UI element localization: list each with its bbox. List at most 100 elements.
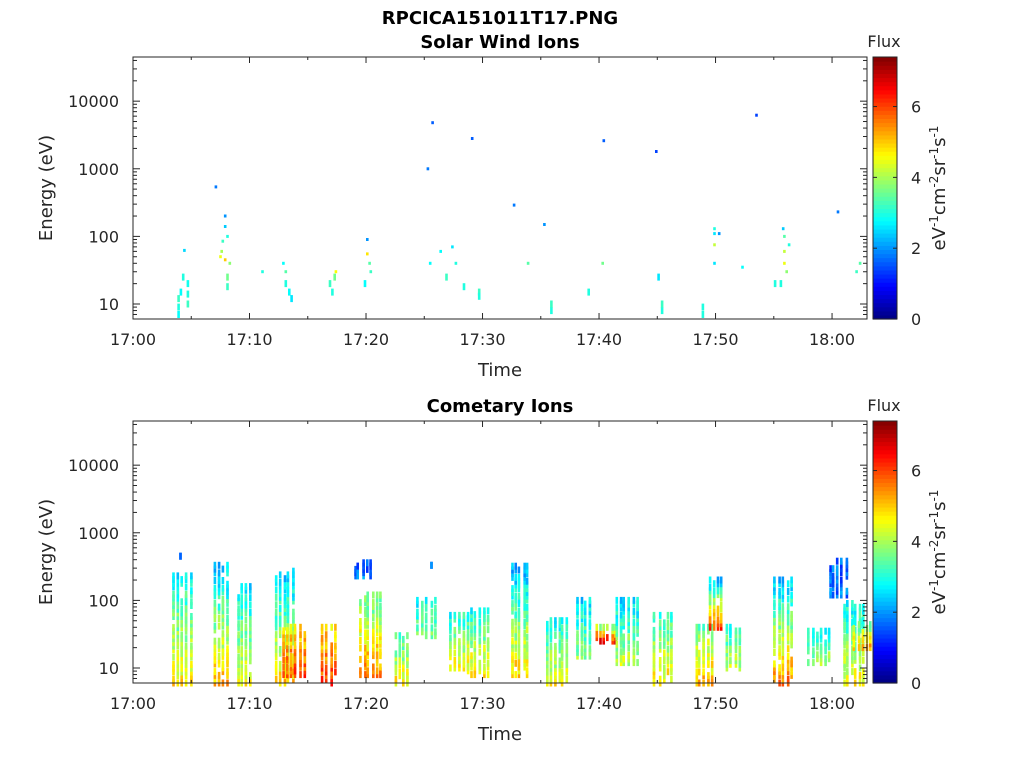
heatmap-cell xyxy=(184,602,188,609)
heatmap-cell xyxy=(846,634,849,642)
heatmap-cell xyxy=(619,640,623,648)
heatmap-cell xyxy=(366,599,369,607)
heatmap-cell xyxy=(862,656,865,664)
heatmap-cell xyxy=(525,607,529,615)
heatmap-cell xyxy=(523,600,526,608)
heatmap-cell xyxy=(284,270,288,274)
heatmap-cell xyxy=(379,633,382,641)
heatmap-cell xyxy=(226,626,229,634)
heatmap-cell xyxy=(244,605,248,613)
heatmap-cell xyxy=(627,615,630,623)
heatmap-cell xyxy=(249,642,252,650)
heatmap-cell xyxy=(237,605,240,613)
heatmap-cell xyxy=(652,649,656,657)
plot-frame-cometary xyxy=(132,420,868,684)
heatmap-cell xyxy=(172,594,175,602)
heatmap-cell xyxy=(773,588,776,595)
colorbar-segment xyxy=(873,658,897,664)
heatmap-cell xyxy=(434,628,437,636)
heatmap-cell xyxy=(286,575,290,583)
heatmap-cell xyxy=(636,629,639,637)
colorbar-segment xyxy=(873,580,897,586)
heatmap-cell xyxy=(180,653,183,661)
heatmap-cell xyxy=(729,631,732,639)
heatmap-cell xyxy=(217,580,221,588)
heatmap-cell xyxy=(292,653,295,661)
heatmap-cell xyxy=(790,622,793,630)
heatmap-cell xyxy=(702,649,705,657)
heatmap-cell xyxy=(240,675,243,683)
heatmap-cell xyxy=(712,623,716,631)
colorbar-segment xyxy=(873,241,897,246)
heatmap-cell xyxy=(330,668,333,676)
heatmap-cell xyxy=(619,615,623,623)
heatmap-cell xyxy=(601,261,604,265)
heatmap-cell xyxy=(615,607,619,615)
heatmap-cell xyxy=(364,648,367,656)
colorbar-segment xyxy=(873,138,897,144)
colorbar-segment xyxy=(873,629,897,635)
heatmap-cell xyxy=(473,663,477,671)
heatmap-cell xyxy=(288,288,291,296)
heatmap-cell xyxy=(324,642,328,650)
heatmap-cell xyxy=(249,623,252,631)
heatmap-cell xyxy=(398,632,402,640)
heatmap-cell xyxy=(819,647,823,655)
heatmap-cell xyxy=(580,596,584,604)
heatmap-cell xyxy=(658,626,662,634)
heatmap-cell xyxy=(430,616,434,624)
heatmap-cell xyxy=(283,612,287,620)
heatmap-cell xyxy=(666,638,670,646)
heatmap-cell xyxy=(790,664,793,672)
heatmap-cell xyxy=(511,618,514,626)
heatmap-cell xyxy=(511,607,514,615)
colorbar-tick-label: 4 xyxy=(911,532,921,551)
heatmap-cell xyxy=(843,656,846,664)
heatmap-cell xyxy=(217,615,221,622)
heatmap-cell xyxy=(525,585,529,593)
heatmap-cell xyxy=(372,640,375,648)
heatmap-cell xyxy=(632,607,636,615)
heatmap-cell xyxy=(719,616,723,624)
heatmap-cell xyxy=(375,599,379,607)
heatmap-cell xyxy=(708,602,712,609)
heatmap-cell xyxy=(695,653,699,661)
heatmap-cell xyxy=(636,607,639,615)
heatmap-cell xyxy=(738,649,742,657)
heatmap-cell xyxy=(369,569,372,577)
heatmap-cell xyxy=(517,592,521,600)
heatmap-cell xyxy=(869,640,872,648)
heatmap-cell xyxy=(587,288,590,296)
colorbar-segment xyxy=(873,171,897,177)
heatmap-cell xyxy=(525,641,529,649)
heatmap-cell xyxy=(375,591,379,599)
heatmap-cell xyxy=(652,611,656,619)
heatmap-cell xyxy=(778,626,781,634)
heatmap-cell xyxy=(517,585,521,593)
heatmap-cell xyxy=(303,634,307,642)
heatmap-cell xyxy=(244,672,248,680)
heatmap-cell xyxy=(249,616,252,624)
heatmap-cell xyxy=(213,675,217,683)
heatmap-cell xyxy=(658,634,662,642)
heatmap-cell xyxy=(861,644,865,652)
heatmap-cell xyxy=(702,660,705,668)
heatmap-cell xyxy=(473,626,477,634)
colorbar-segment xyxy=(873,564,897,569)
heatmap-cell xyxy=(511,648,514,656)
heatmap-cell xyxy=(223,214,227,218)
heatmap-cell xyxy=(517,566,521,574)
heatmap-cell xyxy=(359,606,362,614)
heatmap-cell xyxy=(710,646,714,654)
heatmap-cell xyxy=(473,611,477,619)
heatmap-cell xyxy=(375,606,379,614)
heatmap-cell xyxy=(213,599,217,607)
heatmap-cell xyxy=(375,644,379,652)
heatmap-cell xyxy=(565,631,569,639)
heatmap-cell xyxy=(366,659,369,667)
heatmap-cell xyxy=(478,641,482,649)
heatmap-cell xyxy=(695,668,699,676)
heatmap-cell xyxy=(517,611,521,619)
x-tick-label: 17:40 xyxy=(576,694,622,713)
heatmap-cell xyxy=(372,671,375,679)
